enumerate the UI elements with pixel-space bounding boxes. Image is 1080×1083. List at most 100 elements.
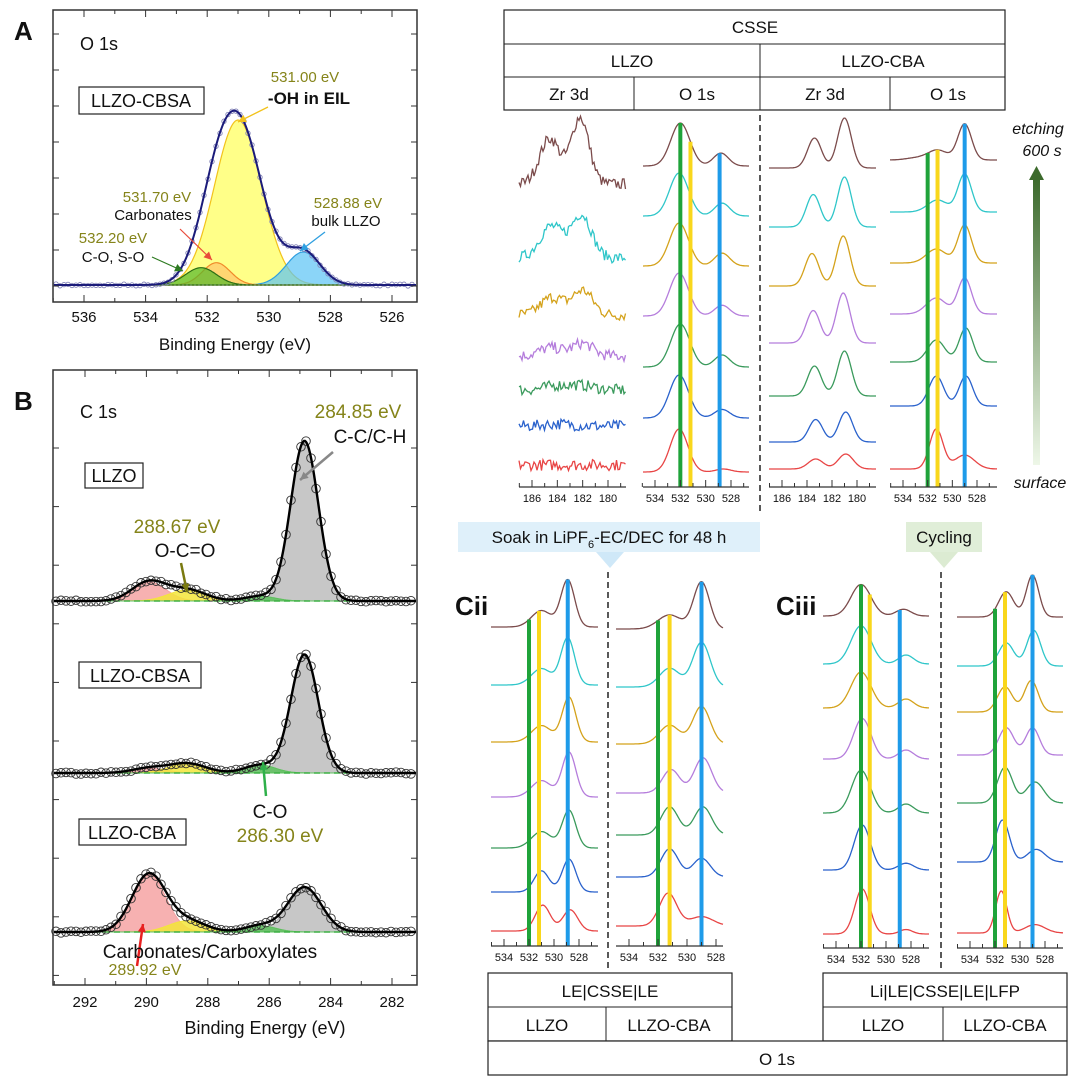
spectrum-trace — [890, 277, 997, 315]
tick-label: 528 — [1036, 954, 1054, 966]
tick-label: 534 — [620, 952, 638, 964]
bulk-energy: 528.88 eV — [314, 195, 382, 212]
data-point — [286, 893, 296, 903]
tick-label: 532 — [852, 954, 870, 966]
spectrum-trace — [769, 176, 876, 228]
data-point — [237, 111, 243, 118]
spectrum-trace — [518, 286, 627, 322]
etching-time: 600 s — [1022, 143, 1061, 160]
table-group: LLZO-CBA — [627, 1016, 711, 1035]
spectrum-trace — [518, 114, 627, 190]
sample-label: LLZO-CBA — [88, 823, 176, 843]
spectrum-trace — [643, 374, 749, 419]
etching-label: etching — [1012, 121, 1064, 138]
data-point — [116, 590, 126, 601]
spectrum-trace — [823, 671, 929, 709]
tick-label: 528 — [570, 952, 588, 964]
panel-ciii: 528 530 532 534 528 530 532 534 — [823, 574, 1064, 966]
data-point — [301, 649, 311, 660]
tick-label: 532 — [671, 493, 689, 505]
data-point — [121, 587, 131, 598]
sample-label: LLZO-CBSA — [90, 666, 190, 686]
etching-arrow-head — [1029, 166, 1044, 180]
tick-label: 532 — [986, 954, 1004, 966]
data-point — [151, 871, 161, 881]
data-point — [331, 758, 341, 769]
soak-box — [458, 522, 760, 552]
spectrum-trace — [491, 578, 598, 628]
panel-label-b: B — [14, 386, 33, 416]
soak-step: Soak in LiPF6-EC/DEC for 48 h — [458, 522, 760, 568]
spectrum-trace — [491, 858, 598, 893]
cii-condition: LE|CSSE|LE — [562, 982, 659, 1001]
data-point — [126, 893, 136, 904]
tick-label: 534 — [133, 309, 158, 326]
data-point — [201, 589, 211, 600]
data-point — [156, 879, 166, 890]
spectrum-trace — [491, 904, 598, 932]
spectrum-trace — [890, 123, 997, 161]
spectrum-trace — [491, 636, 598, 686]
panel-label-ciii: Ciii — [776, 591, 816, 621]
data-point — [336, 763, 346, 774]
data-point — [271, 750, 281, 760]
spectrum-trace — [823, 769, 929, 814]
arrow-head-icon — [174, 264, 183, 272]
spectrum-trace — [769, 350, 876, 397]
data-point — [196, 918, 206, 928]
tick-label: 530 — [943, 493, 961, 505]
carb-label: Carbonates/Carboxylates — [103, 942, 317, 963]
spectrum-trace — [643, 222, 749, 267]
envelope-line — [54, 871, 416, 934]
bottom-tables: LE|CSSE|LE LLZO LLZO-CBA Li|LE|CSSE|LE|L… — [487, 972, 1068, 1076]
panel-b-title: C 1s — [80, 402, 117, 422]
table-group: LLZO — [862, 1016, 905, 1035]
data-point — [171, 902, 181, 912]
sample-box — [78, 661, 202, 689]
data-point — [336, 592, 346, 602]
tick-label: 534 — [827, 954, 845, 966]
spectrum-trace — [491, 751, 598, 798]
data-point — [266, 584, 276, 595]
data-point — [331, 585, 341, 595]
tick-label: 526 — [379, 309, 404, 326]
arrow-head-icon — [238, 114, 247, 122]
data-point — [326, 913, 336, 924]
table-frame — [487, 1040, 1068, 1076]
spectrum-trace — [957, 819, 1064, 863]
tick-label: 530 — [545, 952, 563, 964]
tick-label: 532 — [195, 309, 220, 326]
oco-label: O-C=O — [155, 541, 216, 562]
tick-label: 182 — [823, 493, 841, 505]
subplot-llzo-cba-o1s: 528 530 532 534 — [957, 574, 1064, 966]
oco-energy: 288.67 eV — [134, 517, 221, 538]
tick-label: 530 — [696, 493, 714, 505]
panel-cii: 528 530 532 534 528 530 532 534 — [491, 578, 725, 964]
spectrum-trace — [643, 428, 749, 473]
table-group: LLZO-CBA — [963, 1016, 1047, 1035]
cycling-step: Cycling — [906, 522, 982, 568]
arrow-head-icon — [259, 762, 268, 771]
plot-frame — [52, 369, 418, 986]
data-point — [321, 266, 327, 273]
data-point — [301, 436, 311, 446]
tick-label: 534 — [646, 493, 664, 505]
co-so-label: C-O, S-O — [82, 249, 145, 266]
sample-box — [84, 462, 144, 489]
subplot-llzo-o1s: 528 530 532 534 — [491, 578, 598, 964]
subplot-llzo-zr3d: 180 182 184 186 — [518, 114, 627, 505]
data-point — [146, 867, 156, 878]
tick-label: 180 — [848, 493, 866, 505]
tick-label: 532 — [520, 952, 538, 964]
spectrum-llzo — [51, 436, 416, 607]
tick-label: 286 — [257, 994, 282, 1011]
tick-label: 534 — [961, 954, 979, 966]
cycling-box — [906, 522, 982, 552]
co-label: C-O — [253, 802, 288, 823]
data-point — [201, 920, 211, 930]
etching-arrow — [1029, 166, 1044, 465]
down-arrow-icon — [930, 552, 958, 568]
tick-label: 186 — [773, 493, 791, 505]
